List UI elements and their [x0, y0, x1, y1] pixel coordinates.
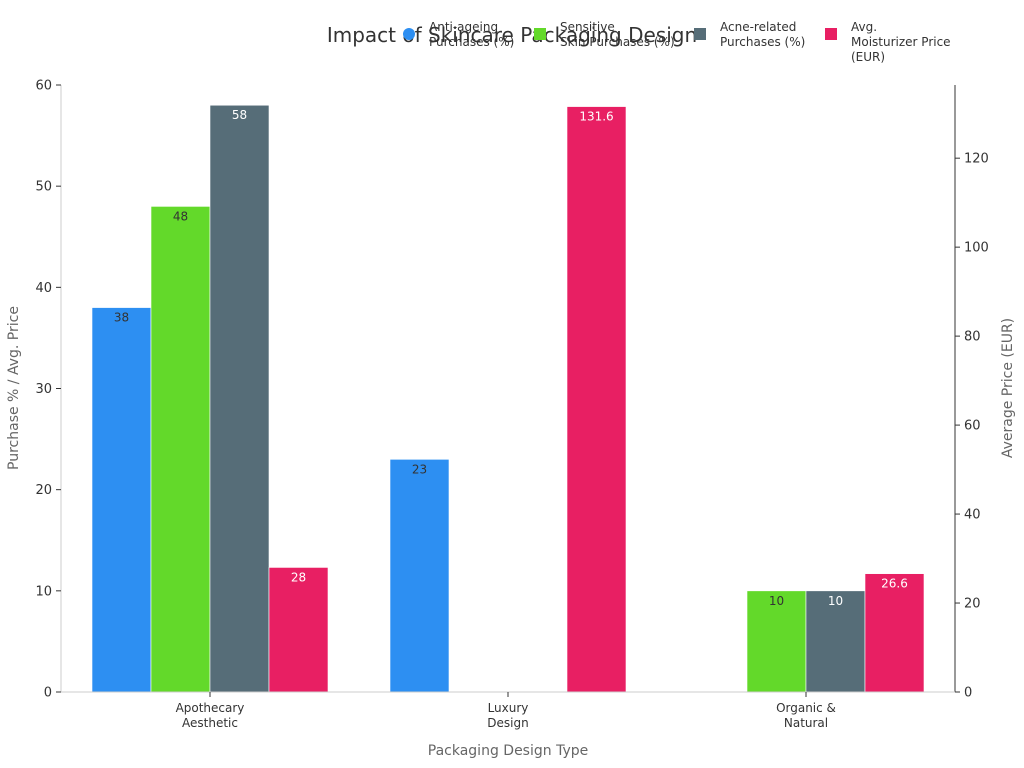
bar: [150, 206, 211, 693]
legend-item: Avg. Moisturizer Price (EUR): [825, 20, 951, 64]
left-tick-label: 40: [35, 281, 52, 296]
legend-label: Avg. Moisturizer Price (EUR): [851, 20, 951, 64]
left-tick-label: 20: [35, 483, 52, 498]
chart-title: Impact of Skincare Packaging Design: [327, 23, 697, 47]
bar: [91, 307, 152, 693]
left-tick-label: 50: [35, 180, 52, 195]
right-tick-label: 40: [964, 508, 981, 523]
legend-item: Acne-related Purchases (%): [694, 20, 805, 49]
data-label: 23: [412, 462, 427, 476]
data-label: 10: [769, 594, 784, 608]
data-label: 58: [232, 108, 247, 122]
legend: Anti-ageing Purchases (%) Sensitive Skin Pu…: [403, 20, 951, 64]
legend-item: Anti-ageing Purchases (%): [403, 20, 514, 49]
left-tick-label: 0: [44, 686, 52, 701]
x-tick-label: Luxury Design: [487, 701, 528, 730]
bar: [268, 567, 329, 693]
x-tick-label: Apothecary Aesthetic: [176, 701, 245, 730]
legend-item: Sensitive Skin Purchases (%): [534, 20, 675, 49]
legend-label: Anti-ageing Purchases (%): [429, 20, 514, 49]
bar: [389, 459, 450, 693]
data-label: 131.6: [579, 110, 613, 124]
right-tick-label: 80: [964, 330, 981, 345]
x-ticks: Apothecary Aesthetic Luxury Design Organic &…: [176, 692, 836, 730]
x-tick-label: Organic & Natural: [776, 701, 836, 730]
bar: [864, 573, 925, 693]
right-tick-label: 60: [964, 419, 981, 434]
right-y-ticks: 0 20 40 60 80 100 120: [955, 152, 989, 701]
left-tick-label: 10: [35, 584, 52, 599]
data-label: 26.6: [881, 577, 908, 591]
legend-swatch: [825, 28, 837, 40]
right-tick-label: 100: [964, 241, 989, 256]
bars-layer: [91, 104, 925, 693]
y2-axis-title: Average Price (EUR): [1000, 318, 1016, 458]
legend-swatch: [534, 28, 546, 40]
y-axis-title: Purchase % / Avg. Price: [6, 306, 22, 470]
data-label: 10: [828, 594, 843, 608]
right-tick-label: 120: [964, 152, 989, 167]
data-label: 38: [114, 311, 129, 325]
left-y-ticks: 0 10 20 30 40 50 60: [35, 79, 61, 701]
left-tick-label: 30: [35, 382, 52, 397]
left-tick-label: 60: [35, 79, 52, 94]
legend-swatch: [694, 28, 706, 40]
legend-swatch: [403, 28, 415, 40]
legend-label: Sensitive Skin Purchases (%): [560, 20, 675, 49]
data-label: 48: [173, 209, 188, 223]
right-tick-label: 0: [964, 686, 972, 701]
legend-label: Acne-related Purchases (%): [720, 20, 805, 49]
bar: [746, 590, 807, 693]
right-tick-label: 20: [964, 597, 981, 612]
x-axis-title: Packaging Design Type: [428, 743, 588, 759]
bar: [209, 104, 270, 693]
bar: [566, 106, 627, 693]
data-labels: 38 48 58 28 23 131.6 10 10 26.6: [114, 108, 908, 608]
bar: [805, 590, 866, 693]
data-label: 28: [291, 570, 306, 584]
